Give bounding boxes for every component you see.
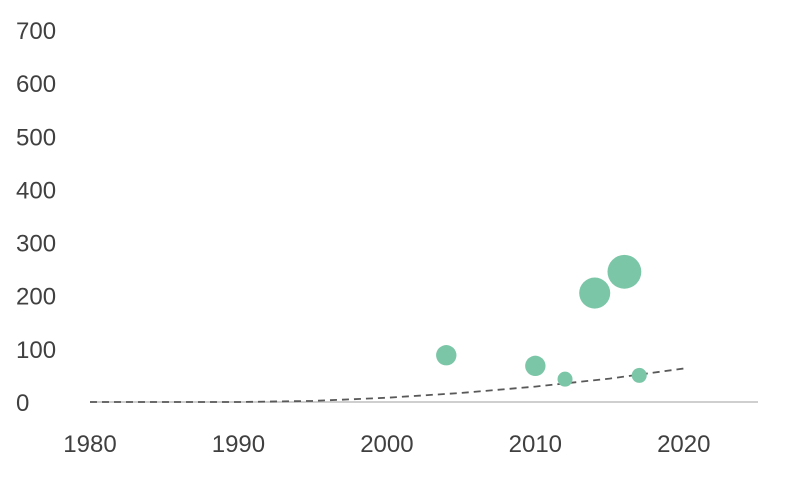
x-tick-label: 2000 — [360, 431, 413, 458]
bubble-point — [631, 367, 647, 383]
x-tick-label: 2020 — [657, 431, 710, 458]
y-tick-label: 100 — [16, 337, 56, 364]
x-tick-label: 1990 — [212, 431, 265, 458]
y-tick-label: 300 — [16, 231, 56, 258]
y-axis-ticks: 0 100 200 300 400 500 600 700 — [16, 18, 56, 417]
bubble-point — [557, 371, 573, 387]
bubble-point — [436, 345, 457, 366]
x-tick-label: 1980 — [63, 431, 116, 458]
bubble-point — [607, 254, 642, 289]
y-tick-label: 500 — [16, 124, 56, 151]
y-tick-label: 600 — [16, 71, 56, 98]
y-tick-label: 400 — [16, 177, 56, 204]
trendline — [90, 367, 684, 403]
x-tick-label: 2010 — [509, 431, 562, 458]
bubbles — [436, 254, 647, 387]
y-tick-label: 0 — [16, 390, 29, 417]
bubble-point — [579, 277, 611, 309]
y-tick-label: 200 — [16, 284, 56, 311]
bubble-point — [525, 355, 546, 377]
x-axis-ticks: 1980 1990 2000 2010 2020 — [63, 431, 710, 458]
y-tick-label: 700 — [16, 18, 56, 45]
